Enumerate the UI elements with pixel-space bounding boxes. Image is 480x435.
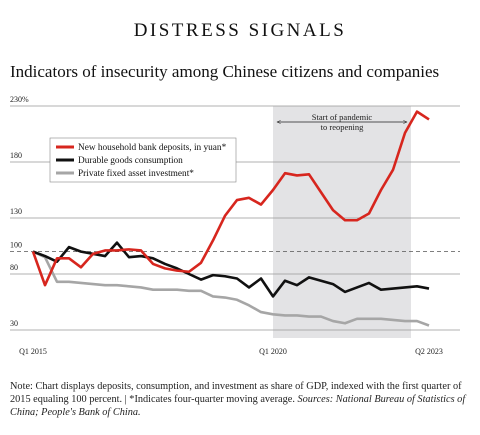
y-tick-label: 130: [10, 207, 22, 216]
chart-subtitle: Indicators of insecurity among Chinese c…: [10, 62, 439, 81]
series-line: [32, 241, 430, 298]
note: Note: Chart displays deposits, consumpti…: [10, 381, 462, 405]
sources: Sources: National Bureau of Statistics o…: [10, 394, 466, 418]
highlight-band: [273, 106, 411, 338]
x-tick-label: Q2 2023: [415, 347, 443, 356]
legend-label: Durable goods consumption: [78, 156, 183, 166]
y-tick-label: 80: [10, 263, 18, 272]
highlight-label: Start of pandemic: [312, 112, 373, 122]
legend-box: [49, 137, 237, 183]
chart: DISTRESS SIGNALS Indicators of insecurit…: [10, 20, 460, 356]
series-line: [32, 250, 430, 327]
y-tick-label: 230%: [10, 95, 29, 104]
legend-label: Private fixed asset investment*: [78, 168, 194, 179]
x-tick-label: Q1 2020: [259, 347, 287, 356]
highlight-label: to reopening: [321, 122, 364, 132]
series-line: [31, 110, 430, 287]
x-tick-label: Q1 2015: [19, 347, 47, 356]
y-tick-label: 100: [10, 241, 22, 250]
chart-title: DISTRESS SIGNALS: [134, 20, 347, 41]
footnote: Note: Chart displays deposits, consumpti…: [10, 380, 472, 419]
y-tick-label: 180: [10, 151, 22, 160]
y-tick-label: 30: [10, 319, 18, 328]
legend-label: New household bank deposits, in yuan*: [78, 143, 227, 153]
